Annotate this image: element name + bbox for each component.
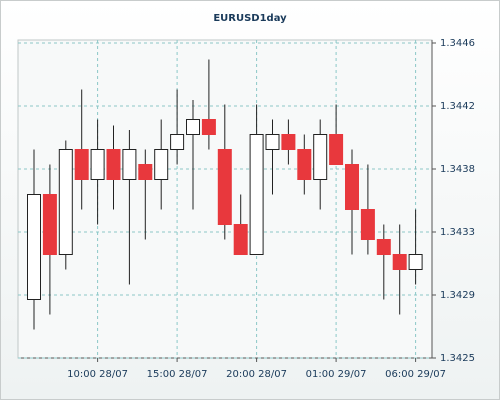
- candle-body: [249, 134, 264, 255]
- x-tick-label: 01:00 29/07: [306, 369, 367, 380]
- x-tick-label: 10:00 28/07: [67, 369, 128, 380]
- candle-body: [265, 134, 280, 150]
- candle-body: [233, 224, 248, 255]
- candle-body: [42, 194, 57, 255]
- candle-body: [313, 134, 328, 180]
- candle-body: [138, 164, 153, 180]
- y-tick-label: 1.3433: [440, 227, 475, 238]
- candle-body: [74, 149, 89, 180]
- y-tick-label: 1.3429: [440, 290, 475, 301]
- y-tick-label: 1.3446: [440, 38, 475, 49]
- candle-body: [186, 119, 200, 135]
- candle-body: [360, 209, 375, 240]
- candle-body: [281, 134, 296, 150]
- candle-body: [376, 239, 391, 255]
- candle-body: [154, 149, 169, 180]
- candle-body: [106, 149, 121, 180]
- x-tick-label: 06:00 29/07: [385, 369, 446, 380]
- candle-body: [122, 149, 137, 180]
- candle-body: [27, 194, 41, 300]
- y-tick-label: 1.3438: [440, 164, 475, 175]
- candle-body: [201, 119, 216, 135]
- candle-body: [408, 254, 423, 270]
- candle-body: [58, 149, 73, 255]
- x-tick-label: 15:00 28/07: [147, 369, 208, 380]
- chart-title: EURUSD1day: [213, 13, 287, 24]
- y-tick-label: 1.3425: [440, 353, 475, 364]
- candle-body: [217, 149, 232, 225]
- candle-body: [297, 149, 312, 180]
- candle-body: [170, 134, 185, 150]
- x-tick-label: 20:00 28/07: [226, 369, 287, 380]
- candle-body: [392, 254, 407, 270]
- y-tick-label: 1.3442: [440, 101, 475, 112]
- candle-body: [329, 134, 344, 165]
- candle-body: [90, 149, 105, 180]
- candle-body: [345, 164, 359, 210]
